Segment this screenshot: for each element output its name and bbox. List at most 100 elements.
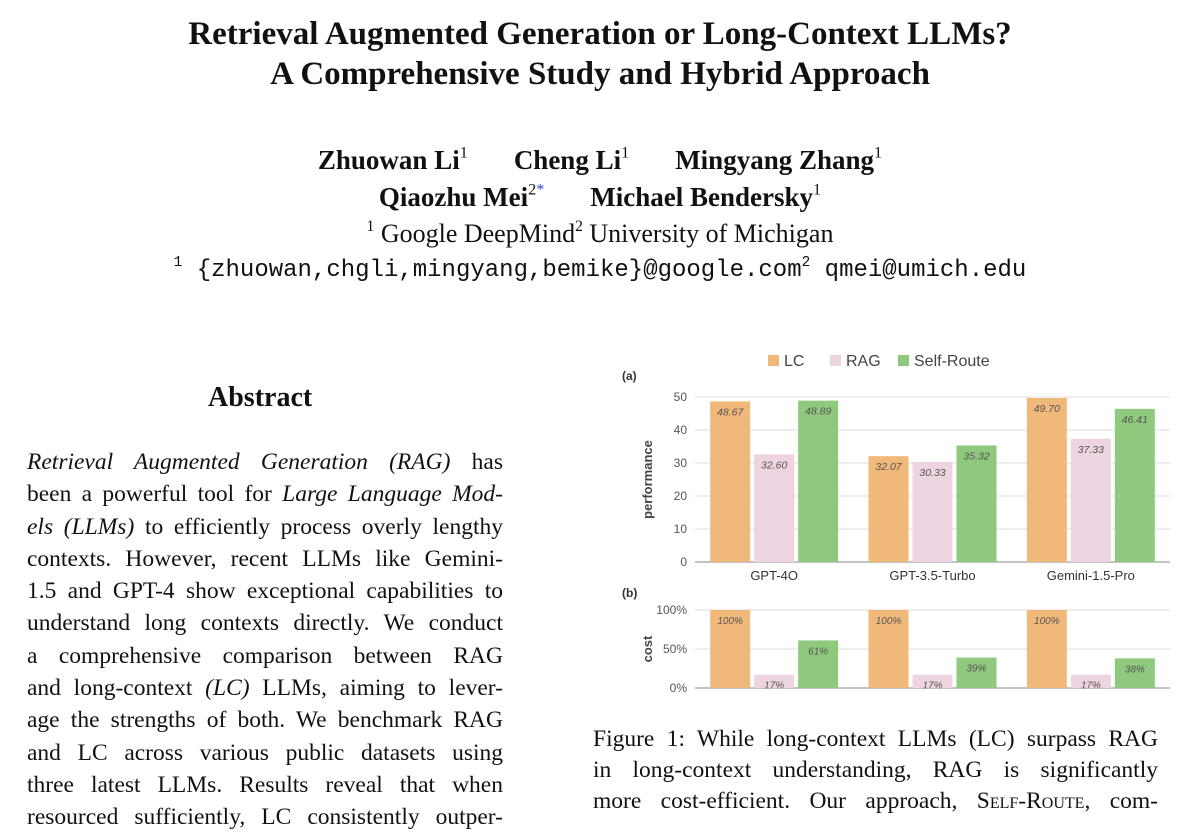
abstract-line: three latest LLMs. Results reveal that w… [27,769,503,801]
bar-lc [1026,610,1067,688]
abstract-text: contexts. However, recent LLMs like Gemi… [27,545,503,572]
caption-line: in long-context understanding, RAG is si… [593,755,1158,786]
bar-value-label: 35.32 [963,450,989,462]
bar-rag [912,674,953,688]
bar-value-label: 100% [876,616,902,627]
abstract-text: age the strengths of both. We benchmark … [27,707,503,734]
author-name: Mingyang Zhang [675,145,874,175]
abstract-text: LLMs, aiming to lever- [249,675,503,702]
bar-value-label: 100% [717,616,743,627]
abstract-line: 1.5 and GPT-4 show exceptional capabilit… [27,575,503,607]
caption-line: Figure 1: While long-context LLMs (LC) s… [593,724,1158,755]
authors-line-2: Qiaozhu Mei2* Michael Bendersky1 [0,182,1200,213]
abstract-line: been a powerful tool for Large Language … [27,478,503,510]
author-name: Cheng Li [513,145,622,175]
abstract-text: three latest LLMs. Results reveal that w… [27,771,503,798]
abstract-text: a comprehensive comparison between RAG [27,642,503,669]
caption-line: more cost-efficient. Our approach, Self-… [593,786,1158,817]
bar-rag [754,674,795,688]
y-tick-label: 50% [663,642,687,656]
bar-value-label: 48.67 [717,406,744,418]
email-mark: 2 [801,254,811,271]
bar-value-label: 49.70 [1034,403,1060,415]
affiliation-mark: 1 [366,218,375,236]
abstract-body: Retrieval Augmented Generation (RAG) has… [27,446,503,834]
legend-label: Self-Route [914,353,990,370]
abstract-line: a comprehensive comparison between RAG [27,640,503,672]
y-tick-label: 0 [680,555,687,569]
abstract-heading: Abstract [208,382,313,413]
bar-lc [868,456,909,562]
legend-label: RAG [846,353,881,370]
abstract-line: understand long contexts directly. We co… [27,607,503,639]
abstract-line: Retrieval Augmented Generation (RAG) has [27,446,503,478]
y-tick-label: 10 [674,522,688,536]
chart-legend: LC RAG Self-Route [768,353,990,370]
bar-rag [754,454,795,562]
affiliations: 1 Google DeepMind2 University of Michiga… [0,219,1200,249]
y-tick-label: 100% [656,603,687,617]
affiliation-name: Google DeepMind [374,219,576,248]
caption-text: Figure 1: While long-context LLMs (LC) s… [593,726,1158,752]
abstract-text: Retrieval Augmented Generation (RAG) [27,449,451,475]
bar-rag [912,461,953,562]
bar-value-label: 100% [1034,616,1060,627]
bar-self-route [1114,408,1155,562]
abstract-line: els (LLMs) to efficiently process overly… [27,511,503,543]
abstract-text: (LC) [205,675,250,702]
bar-value-label: 17% [922,681,942,692]
author-affil-mark: 1 [874,143,883,162]
author-name: Qiaozhu Mei [378,182,529,212]
email-address: {zhuowan,chgli,mingyang,bemike}@google.c… [182,257,802,284]
bar-rag [1070,674,1111,688]
panel-label: (a) [622,369,637,383]
caption-text: , com- [1084,788,1158,814]
bar-value-label: 39% [966,664,986,675]
legend-swatch-self-route [898,355,909,366]
bar-value-label: 32.07 [875,461,902,473]
abstract-text: Large Language Mod- [282,481,503,508]
authors-line-1: Zhuowan Li1 Cheng Li1 Mingyang Zhang1 [0,145,1200,176]
email-mark: 1 [173,254,183,271]
author-l1-1: Cheng Li1 [514,145,629,175]
author-l2-0: Qiaozhu Mei2* [379,182,544,212]
author-emails: 1 {zhuowan,chgli,mingyang,bemike}@google… [0,254,1200,284]
abstract-text: and long-context [27,675,206,702]
caption-text: more cost-efficient. Our approach, [593,788,977,814]
author-l2-1: Michael Bendersky1 [590,182,821,212]
corresponding-star: * [536,180,545,199]
bar-rag [1070,438,1111,562]
legend-label: LC [784,353,804,370]
figure-1-charts: LC RAG Self-Route (a) 0 10 20 30 40 50 performance… [622,353,1170,695]
author-l1-0: Zhuowan Li1 [318,145,468,175]
bar-lc [1026,397,1067,562]
abstract-line: and LC across various public datasets us… [27,737,503,769]
y-tick-label: 30 [674,456,688,470]
abstract-text: els (LLMs) [27,513,135,540]
y-axis-label: cost [640,635,655,662]
caption-text: in long-context understanding, RAG is si… [593,757,1158,783]
bar-value-label: 48.89 [805,406,831,418]
abstract-line: resourced sufficiently, LC consistently … [27,801,503,833]
abstract-line: contexts. However, recent LLMs like Gemi… [27,543,503,575]
abstract-text: and LC across various public datasets us… [27,739,503,766]
abstract-text: has [450,449,503,475]
y-tick-label: 20 [674,489,688,503]
bar-value-label: 17% [1081,681,1101,692]
legend-swatch-rag [830,355,841,366]
affiliation-mark: 2 [575,218,583,236]
abstract-text: to efficiently process overly lengthy [134,513,503,540]
author-affil-mark: 1 [621,143,630,162]
bar-self-route [1114,658,1155,688]
abstract-text: been a powerful tool for [27,481,283,508]
bar-self-route [956,445,997,562]
panel-label: (b) [622,586,637,600]
y-tick-label: 40 [674,423,688,437]
chart-panel-cost: (b)0%50%100%cost100%17%61%GPT-4O100%17%3… [622,586,1170,695]
x-category-label: Gemini-1.5-Pro [1047,568,1135,583]
caption-text: Self-Route [976,788,1085,814]
bar-value-label: 38% [1125,664,1145,675]
y-tick-label: 0% [670,681,688,695]
abstract-text: understand long contexts directly. We co… [27,610,503,637]
email-address: qmei@umich.edu [810,257,1027,284]
